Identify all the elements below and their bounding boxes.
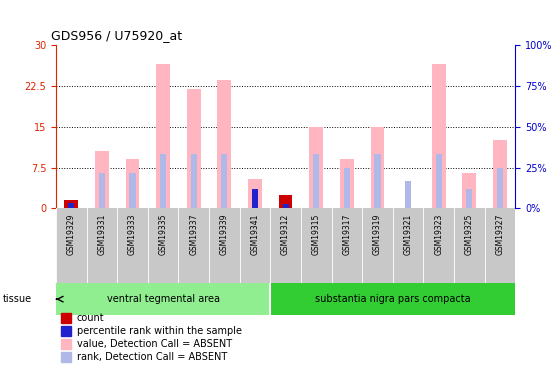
Text: GSM19333: GSM19333 xyxy=(128,214,137,255)
Bar xyxy=(493,140,507,208)
Bar xyxy=(187,88,200,209)
Text: GSM19335: GSM19335 xyxy=(158,214,167,255)
Bar xyxy=(160,154,166,209)
Bar xyxy=(497,168,503,208)
Bar xyxy=(221,154,227,209)
Text: count: count xyxy=(77,313,104,323)
Text: value, Detection Call = ABSENT: value, Detection Call = ABSENT xyxy=(77,339,232,349)
Bar xyxy=(129,173,136,208)
Text: GSM19325: GSM19325 xyxy=(465,214,474,255)
Bar xyxy=(371,127,384,209)
Text: GSM19317: GSM19317 xyxy=(342,214,351,255)
Bar xyxy=(68,202,74,208)
Text: GSM19321: GSM19321 xyxy=(404,214,413,255)
Bar xyxy=(95,151,109,208)
Bar xyxy=(436,154,442,209)
Text: GDS956 / U75920_at: GDS956 / U75920_at xyxy=(52,30,183,42)
Bar xyxy=(125,159,139,209)
Bar xyxy=(60,339,71,349)
Bar xyxy=(309,127,323,209)
Bar xyxy=(248,178,262,209)
Text: substantia nigra pars compacta: substantia nigra pars compacta xyxy=(315,294,470,304)
Text: GSM19327: GSM19327 xyxy=(496,214,505,255)
Bar xyxy=(190,154,197,209)
Bar xyxy=(64,200,78,208)
Text: GSM19312: GSM19312 xyxy=(281,214,290,255)
Bar xyxy=(279,195,292,208)
Bar xyxy=(466,189,473,209)
Bar xyxy=(374,154,381,209)
Bar xyxy=(270,283,515,315)
Bar xyxy=(60,326,71,336)
Bar xyxy=(463,173,476,208)
Bar xyxy=(282,202,289,208)
Text: tissue: tissue xyxy=(3,294,32,304)
Bar xyxy=(56,283,270,315)
Text: GSM19319: GSM19319 xyxy=(373,214,382,255)
Bar xyxy=(282,204,289,209)
Bar xyxy=(432,64,446,208)
Bar xyxy=(313,154,319,209)
Bar xyxy=(279,195,292,208)
Bar xyxy=(344,168,350,208)
Bar xyxy=(64,200,78,208)
Bar xyxy=(217,80,231,209)
Bar xyxy=(340,159,354,209)
Bar xyxy=(60,352,71,362)
Text: GSM19331: GSM19331 xyxy=(97,214,106,255)
Text: GSM19339: GSM19339 xyxy=(220,214,229,255)
Bar xyxy=(405,181,411,209)
Text: GSM19315: GSM19315 xyxy=(312,214,321,255)
Text: percentile rank within the sample: percentile rank within the sample xyxy=(77,326,242,336)
Bar xyxy=(99,173,105,208)
Text: GSM19341: GSM19341 xyxy=(250,214,259,255)
Bar xyxy=(68,203,74,208)
Bar xyxy=(252,189,258,209)
Text: rank, Detection Call = ABSENT: rank, Detection Call = ABSENT xyxy=(77,352,227,362)
Bar xyxy=(156,64,170,208)
Text: ventral tegmental area: ventral tegmental area xyxy=(106,294,220,304)
Text: GSM19323: GSM19323 xyxy=(434,214,443,255)
Bar xyxy=(60,314,71,323)
Text: GSM19329: GSM19329 xyxy=(67,214,76,255)
Text: GSM19337: GSM19337 xyxy=(189,214,198,255)
